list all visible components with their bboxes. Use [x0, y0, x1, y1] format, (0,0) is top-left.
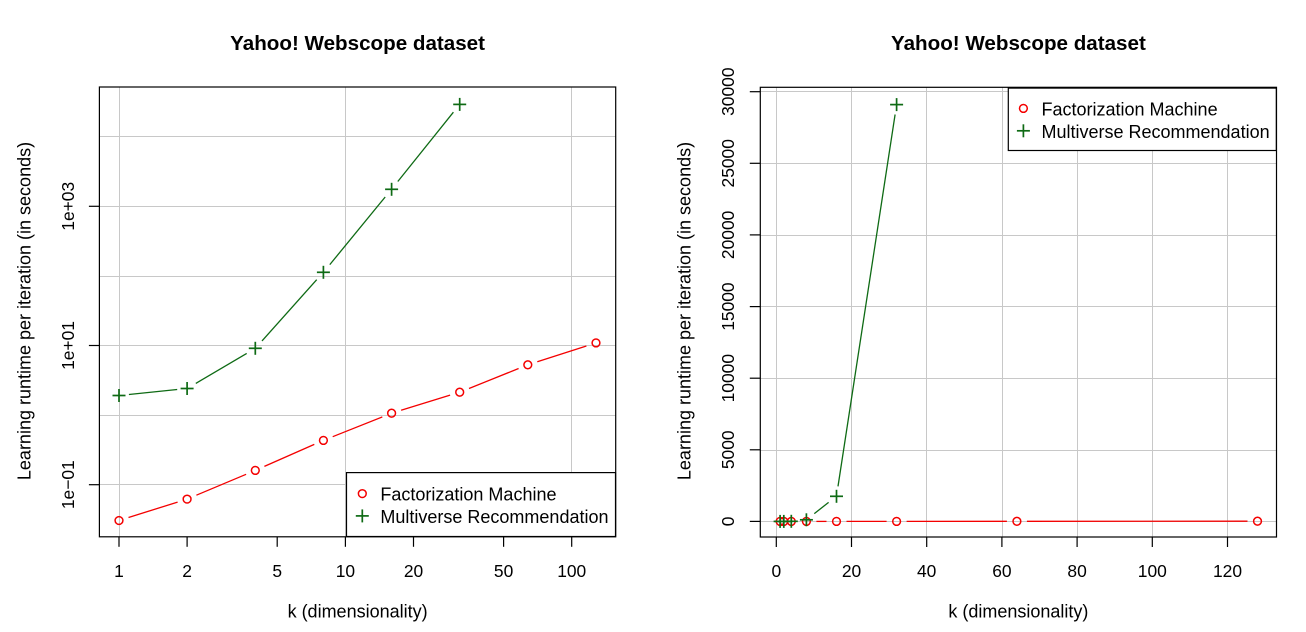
svg-text:2: 2: [182, 561, 192, 581]
svg-text:80: 80: [1067, 561, 1086, 581]
svg-text:40: 40: [917, 561, 936, 581]
svg-text:Multiverse Recommendation: Multiverse Recommendation: [1042, 122, 1270, 142]
svg-text:15000: 15000: [718, 282, 738, 330]
svg-text:1e+01: 1e+01: [58, 321, 78, 370]
svg-text:1e−01: 1e−01: [58, 460, 78, 509]
svg-text:5000: 5000: [718, 430, 738, 469]
svg-text:60: 60: [992, 561, 1011, 581]
svg-text:Yahoo! Webscope dataset: Yahoo! Webscope dataset: [891, 32, 1146, 55]
svg-text:Multiverse Recommendation: Multiverse Recommendation: [380, 507, 608, 527]
svg-text:100: 100: [557, 561, 586, 581]
svg-text:Learning runtime per iteration: Learning runtime per iteration (in secon…: [675, 142, 695, 480]
svg-text:1e+03: 1e+03: [58, 182, 78, 231]
svg-text:0: 0: [771, 561, 781, 581]
svg-text:5: 5: [272, 561, 282, 581]
svg-text:Factorization Machine: Factorization Machine: [1042, 99, 1218, 119]
svg-text:20: 20: [404, 561, 423, 581]
svg-text:50: 50: [494, 561, 513, 581]
svg-text:Learning runtime per iteration: Learning runtime per iteration (in secon…: [15, 142, 35, 480]
svg-text:Yahoo! Webscope dataset: Yahoo! Webscope dataset: [230, 32, 485, 55]
svg-text:1: 1: [114, 561, 124, 581]
svg-text:25000: 25000: [718, 139, 738, 187]
svg-text:20000: 20000: [718, 211, 738, 259]
svg-text:0: 0: [718, 517, 738, 527]
svg-text:Factorization Machine: Factorization Machine: [380, 485, 556, 505]
svg-text:20: 20: [842, 561, 861, 581]
svg-text:30000: 30000: [718, 68, 738, 116]
svg-text:10: 10: [336, 561, 355, 581]
svg-text:10000: 10000: [718, 354, 738, 402]
svg-text:k (dimensionality): k (dimensionality): [288, 601, 428, 621]
svg-text:k (dimensionality): k (dimensionality): [948, 601, 1088, 621]
svg-text:120: 120: [1213, 561, 1242, 581]
svg-text:100: 100: [1138, 561, 1167, 581]
